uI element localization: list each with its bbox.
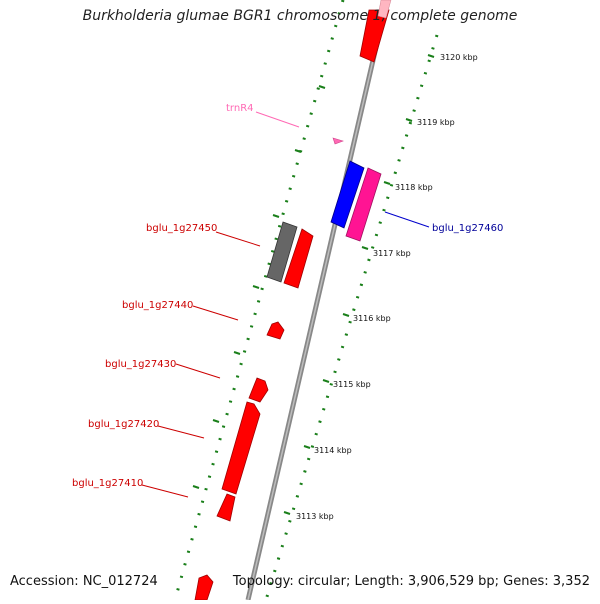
kbp-labels: 3120 kbp 3119 kbp 3118 kbp 3117 kbp 3116… xyxy=(296,53,478,521)
gene-features xyxy=(194,0,392,601)
gene-bottom-red[interactable] xyxy=(194,574,214,601)
kbp-label-3119: 3119 kbp xyxy=(417,118,455,127)
label-trnR4: trnR4 xyxy=(226,103,254,114)
kbp-label-3120: 3120 kbp xyxy=(440,53,478,62)
right-major-ticks xyxy=(283,54,435,515)
kbp-label-3113: 3113 kbp xyxy=(296,512,334,521)
gene-bglu_1g27460-pink[interactable] xyxy=(345,167,382,242)
kbp-label-3114: 3114 kbp xyxy=(314,446,352,455)
kbp-label-3115: 3115 kbp xyxy=(333,380,371,389)
left-major-ticks xyxy=(192,85,326,489)
label-bglu_1g27460: bglu_1g27460 xyxy=(432,223,503,234)
kbp-label-3118: 3118 kbp xyxy=(395,183,433,192)
gene-bglu_1g27430[interactable] xyxy=(248,377,269,403)
topology-text: Topology: circular; Length: 3,906,529 bp… xyxy=(232,574,590,589)
backbone-highlight xyxy=(247,0,388,601)
label-bglu_1g27410: bglu_1g27410 xyxy=(72,478,143,489)
gene-top-pink[interactable] xyxy=(377,0,392,19)
label-leader-lines xyxy=(141,111,430,498)
label-bglu_1g27430: bglu_1g27430 xyxy=(105,359,176,370)
genome-title: Burkholderia glumae BGR1 chromosome 1, c… xyxy=(82,8,518,24)
kbp-label-3117: 3117 kbp xyxy=(373,249,411,258)
gene-labels: trnR4 bglu_1g27450 bglu_1g27460 bglu_1g2… xyxy=(72,103,503,489)
gene-bglu_1g27460-blue[interactable] xyxy=(330,160,365,229)
label-bglu_1g27450: bglu_1g27450 xyxy=(146,223,217,234)
label-bglu_1g27420: bglu_1g27420 xyxy=(88,419,159,430)
gene-bglu_1g27450-gray[interactable] xyxy=(266,221,298,283)
gene-trnR4[interactable] xyxy=(332,137,344,145)
gene-bglu_1g27440[interactable] xyxy=(266,321,285,340)
gene-bglu_1g27450-red[interactable] xyxy=(283,228,314,289)
gene-bglu_1g27410[interactable] xyxy=(216,493,236,522)
gene-bglu_1g27420[interactable] xyxy=(221,401,261,495)
label-bglu_1g27440: bglu_1g27440 xyxy=(122,300,193,311)
kbp-label-3116: 3116 kbp xyxy=(353,314,391,323)
accession-text: Accession: NC_012724 xyxy=(10,574,158,589)
